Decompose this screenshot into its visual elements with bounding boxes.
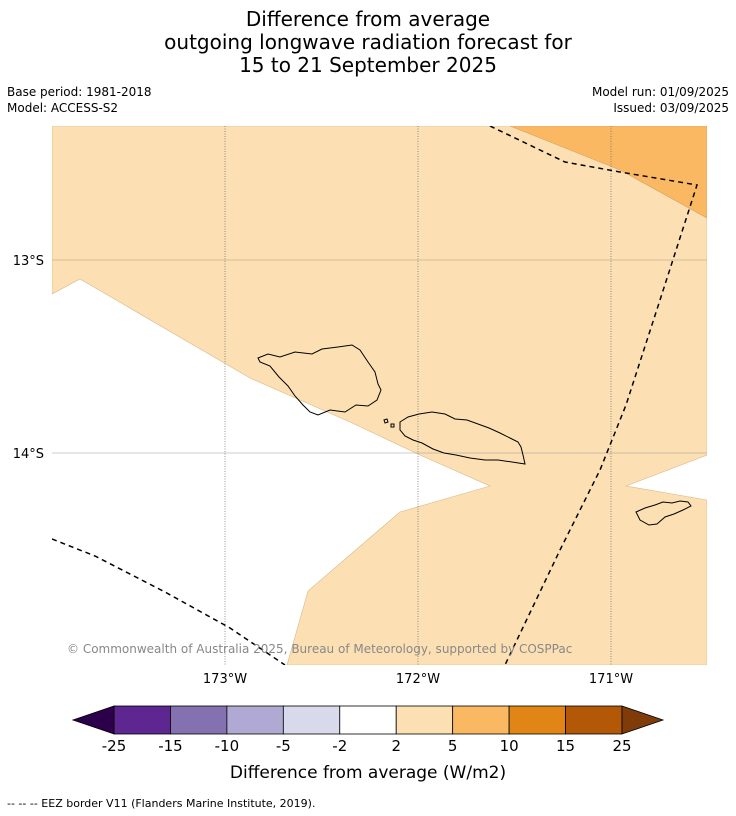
- colorbar-under-triangle: [71, 705, 115, 735]
- colorbar-tick-label: 5: [448, 737, 458, 755]
- colorbar-tick-label: -15: [158, 737, 183, 755]
- title-line-3: 15 to 21 September 2025: [239, 53, 497, 77]
- colorbar-swatch--5-to--2: [282, 705, 341, 735]
- colorbar-over-triangle: [621, 705, 665, 735]
- model-name-text: Model: ACCESS-S2: [7, 101, 119, 115]
- model-info: Base period: 1981-2018 Model: ACCESS-S2: [7, 84, 152, 116]
- base-period-text: Base period: 1981-2018: [7, 85, 152, 99]
- eez-border-north: [489, 126, 698, 665]
- colorbar-tick-labels: -25 -15 -10 -5 -2 2 5 10 15 25: [102, 737, 632, 755]
- eez-border-southwest: [52, 538, 286, 665]
- colorbar-tick-label: -10: [215, 737, 240, 755]
- colorbar-tick-label: 25: [612, 737, 631, 755]
- issued-text: Issued: 03/09/2025: [613, 101, 729, 115]
- colorbar-swatch-10-to-15: [508, 705, 566, 735]
- run-info: Model run: 01/09/2025 Issued: 03/09/2025: [592, 84, 729, 116]
- chart-title: Difference from average outgoing longwav…: [0, 8, 736, 77]
- colorbar-tick-label: 10: [500, 737, 519, 755]
- map-area: © Commonwealth of Australia 2025, Bureau…: [52, 126, 707, 665]
- island-tutuila: [635, 500, 692, 526]
- lon-label-171w: 171°W: [589, 672, 633, 687]
- gridlines: [52, 126, 707, 665]
- colorbar-swatch--15-to--10: [170, 705, 228, 735]
- colorbar-swatches: [113, 705, 623, 735]
- model-run-text: Model run: 01/09/2025: [591, 85, 729, 99]
- colorbar-tick-label: -2: [332, 737, 347, 755]
- axis-labels: 13°S 14°S 173°W 172°W 171°W: [13, 254, 634, 687]
- title-line-1: Difference from average: [245, 7, 491, 31]
- colorbar-swatch-2-to-5: [395, 705, 454, 735]
- lon-label-172w: 172°W: [396, 672, 440, 687]
- island-upolu: [399, 411, 526, 465]
- colorbar-tick-label: -5: [276, 737, 291, 755]
- island-outlines: [257, 344, 692, 526]
- title-line-2: outgoing longwave radiation forecast for: [164, 30, 572, 54]
- lat-label-14s: 14°S: [13, 447, 44, 462]
- colorbar-swatch-5-to-10: [452, 705, 510, 735]
- copyright-text: © Commonwealth of Australia 2025, Bureau…: [67, 642, 572, 656]
- colorbar-label: Difference from average (W/m2): [230, 763, 506, 783]
- colorbar-tick-label: 2: [391, 737, 401, 755]
- colorbar: -25 -15 -10 -5 -2 2 5 10 15 25 Difference from av…: [71, 705, 665, 783]
- lat-label-13s: 13°S: [13, 254, 44, 269]
- colorbar-swatch-15-to-25: [565, 705, 623, 735]
- islet-apolima: [390, 423, 395, 428]
- colorbar-swatch--10-to--5: [226, 705, 284, 735]
- lon-label-173w: 173°W: [203, 672, 247, 687]
- anomaly-region-2-to-5: [52, 126, 707, 665]
- colorbar-swatch--2-to-2: [339, 705, 397, 735]
- anomaly-region-5-to-10: [509, 126, 707, 219]
- colorbar-tick-label: -25: [102, 737, 127, 755]
- islet-manono: [383, 418, 389, 424]
- eez-borders: [52, 126, 698, 665]
- eez-legend-text: -- -- -- EEZ border V11 (Flanders Marine…: [7, 797, 316, 810]
- island-savaii: [257, 344, 382, 416]
- colorbar-tick-label: 15: [556, 737, 575, 755]
- colorbar-swatch--25-to--15: [113, 705, 171, 735]
